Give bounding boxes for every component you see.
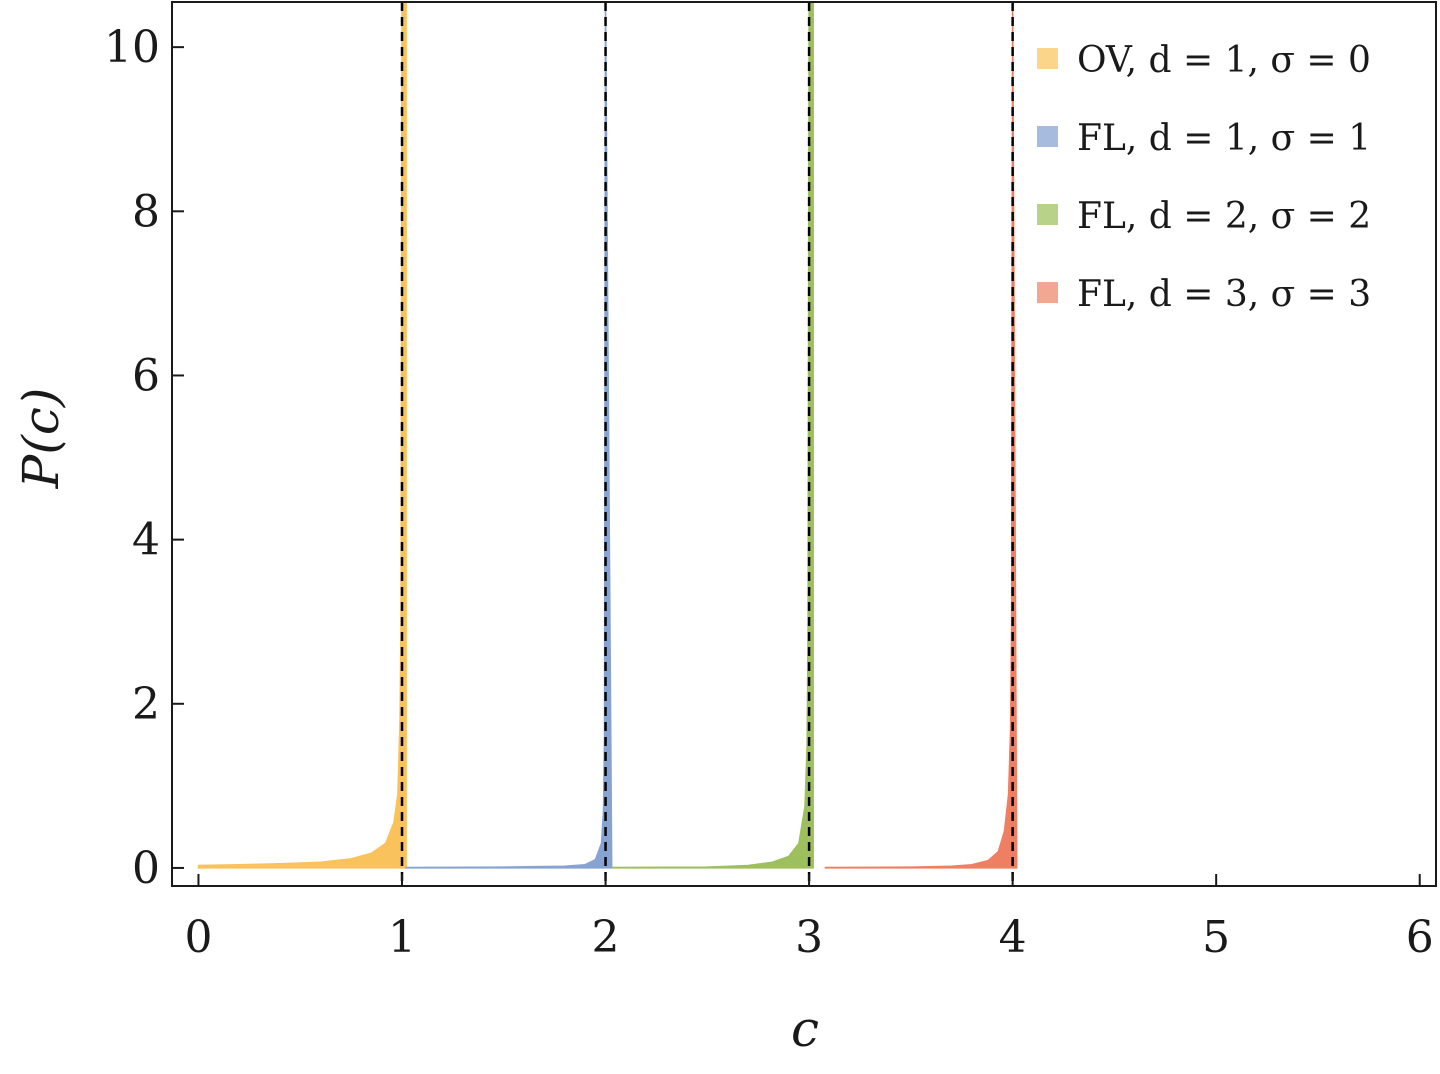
legend-label-3: FL, d = 2, σ = 2 (1077, 196, 1371, 237)
x-tick-label: 1 (388, 912, 416, 963)
series-area-1 (197, 2, 407, 869)
y-tick-label: 6 (132, 350, 160, 401)
legend-label-2: FL, d = 1, σ = 1 (1077, 118, 1371, 159)
x-tick-label: 4 (999, 912, 1027, 963)
x-tick-label: 0 (184, 912, 212, 963)
y-axis: 0 2 4 6 8 10 (104, 22, 184, 894)
legend-swatch-3 (1037, 204, 1058, 225)
legend-label-4: FL, d = 3, σ = 3 (1077, 274, 1371, 315)
y-tick-label: 4 (132, 515, 160, 566)
y-tick-label: 10 (104, 22, 160, 73)
x-axis: 0 1 2 3 4 5 6 (184, 874, 1434, 963)
x-tick-label: 5 (1202, 912, 1230, 963)
plot-frame (171, 1, 1437, 887)
y-tick-label: 2 (132, 679, 160, 730)
y-tick-label: 8 (132, 186, 160, 237)
x-tick-label: 6 (1406, 912, 1434, 963)
reference-lines (400, 2, 1014, 886)
y-tick-label: 0 (132, 843, 160, 894)
series-area-4 (824, 2, 1018, 869)
x-tick-label: 3 (795, 912, 823, 963)
plot-area (197, 2, 1018, 869)
legend: OV, d = 1, σ = 0 FL, d = 1, σ = 1 FL, d = … (1037, 40, 1371, 315)
legend-swatch-2 (1037, 126, 1058, 147)
legend-label-1: OV, d = 1, σ = 0 (1077, 40, 1371, 81)
legend-swatch-1 (1037, 48, 1058, 69)
x-axis-label: c (791, 1000, 819, 1058)
y-axis-label: P(c) (12, 388, 70, 490)
legend-swatch-4 (1037, 282, 1058, 303)
series-area-2 (405, 2, 613, 869)
x-tick-label: 2 (592, 912, 620, 963)
series-area-3 (610, 2, 814, 869)
